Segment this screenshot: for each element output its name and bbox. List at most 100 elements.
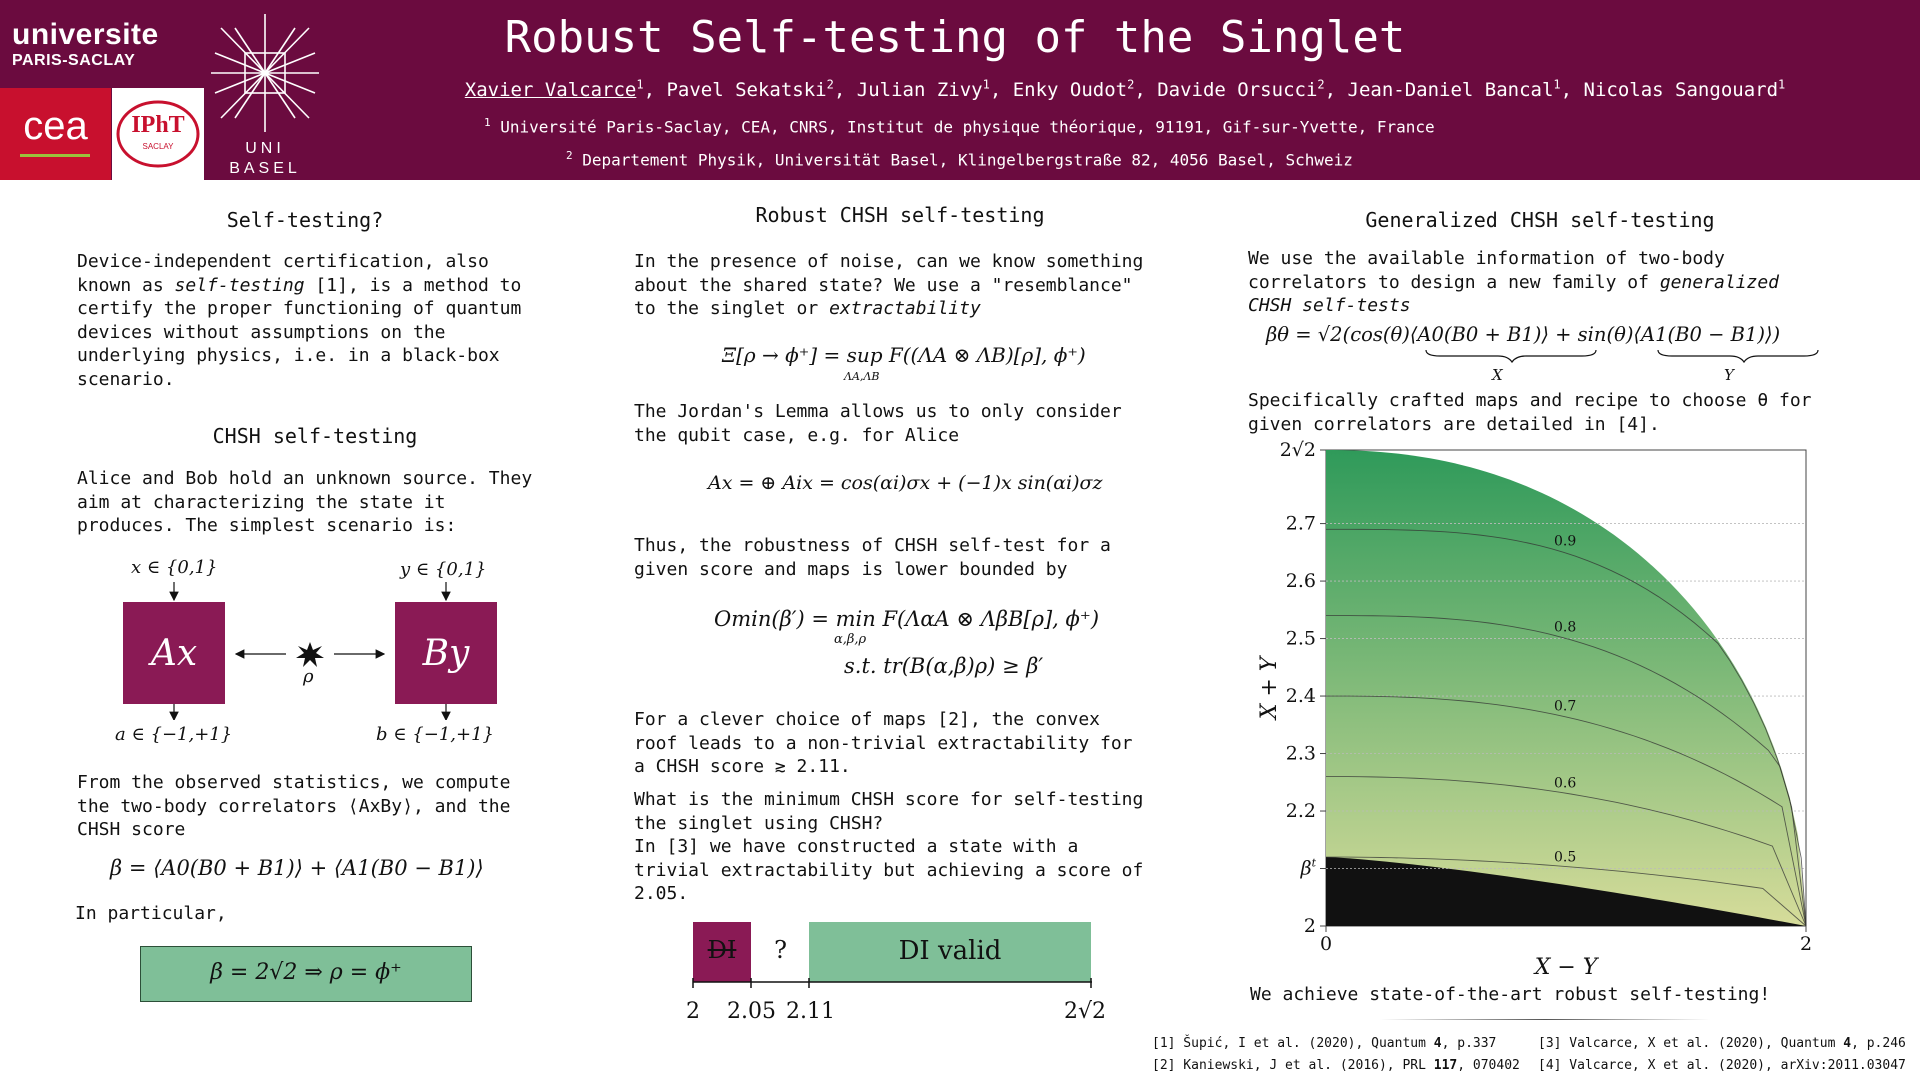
contour-line [1325,776,1807,927]
feasible-region [1326,450,1806,926]
author-affiliation-sup: 2 [1127,78,1135,92]
paragraph-minimum-score: What is the minimum CHSH score for self-… [634,788,1194,906]
reference-text: , p.246 [1851,1036,1906,1051]
reference-text: [2] Kaniewski, J et al. (2016), PRL [1152,1058,1434,1073]
diagram-arrows [169,582,451,720]
bar-segment-di-valid-label: DI valid [898,936,1002,966]
affiliation-1: 1 Université Paris-Saclay, CEA, CNRS, In… [484,116,1435,136]
text-line: In the presence of noise, can we know so… [634,251,1144,272]
equation-omin: Omin(β′) = min F(ΛαA ⊗ ΛβB[ρ], ϕ⁺) [714,607,1100,631]
emphasis: CHSH self-tests [1248,295,1411,316]
ipht-logo-oval [116,100,200,168]
equation-constraint: s.t. tr(B(α,β)ρ) ≥ β′ [844,654,1044,678]
universite-paris-saclay-logo: universite PARIS-SACLAY [12,20,159,70]
cea-logo: cea [0,88,111,180]
author-name: Julian Zivy [856,79,983,102]
text-line: scenario. [77,368,175,390]
output-b-label: b ∈ {−1,+1} [376,724,494,745]
reference-volume: 117 [1433,1058,1458,1073]
reference-volume: 4 [1433,1036,1442,1051]
input-y-label: y ∈ {0,1} [400,559,487,580]
y-tick-label: 2.3 [1286,743,1316,765]
text-line: What is the minimum CHSH score for self-… [634,789,1144,810]
basel-logo-line1: UNI [245,140,285,157]
heading-generalized-chsh: Generalized CHSH self-testing [1365,208,1715,232]
text-line: Specifically crafted maps and recipe to … [1248,390,1812,411]
y-tick-label: 2.4 [1286,685,1316,707]
text-line: certify the proper functioning of quantu… [77,298,522,319]
logo-area: universite PARIS-SACLAY cea IPhT SACLAY [0,0,330,180]
equation-chsh-score: β = ⟨A0(B0 + B1)⟩ + ⟨A1(B0 − B1)⟩ [110,856,484,880]
text-line: given correlators are detailed in [4]. [1248,413,1660,435]
extractability-contour-chart: 0.9 0.8 0.7 0.6 0.5 2 βt 2.2 2.3 2.4 2.5 2.6 2.7 2√2 0… [1257,439,1812,980]
ipht-logo-text: IPhT [131,112,185,138]
header-banner: universite PARIS-SACLAY cea IPhT SACLAY [0,0,1920,180]
equation-extractability-sub: ΛA,ΛB [844,370,880,383]
text-line: correlators to design a new family of ge… [1248,271,1780,293]
equation-jordan: Ax = ⊕ Aix = cos(αi)σx + (−1)x sin(αi)σz [708,472,1103,494]
cea-logo-text: cea [23,104,88,148]
bar-tick-label: 2.11 [786,999,835,1024]
paragraph-crafted-maps: Specifically crafted maps and recipe to … [1248,389,1888,436]
author-affiliation-sup: 1 [636,78,644,92]
text-line: Device-independent certification, also [77,251,489,272]
text-line: 2.05. [634,883,689,904]
text-line: We use the available information of two-… [1248,248,1725,269]
reference-2: [2] Kaniewski, J et al. (2016), PRL 117,… [1152,1058,1520,1073]
cea-logo-underline [20,154,90,157]
author-affiliation-sup: 2 [1317,78,1325,92]
equation-underbraces [1425,349,1819,364]
heading-robust-chsh: Robust CHSH self-testing [755,203,1045,227]
alice-box-label: Ax [150,632,198,674]
author-affiliation-sup: 1 [1778,78,1786,92]
paragraph-chsh: Alice and Bob hold an unknown source. Th… [77,467,577,538]
contour-label: 0.5 [1554,850,1576,866]
input-x-label: x ∈ {0,1} [131,557,218,578]
bob-box: By [395,602,497,704]
x-tick-label: 2 [1800,933,1812,955]
contour-line [1325,856,1807,927]
text-line: From the observed statistics, we compute [77,772,511,793]
equation-omin-sub: α,β,ρ [834,632,867,647]
y-tick-label: 2√2 [1280,439,1316,461]
text-line: about the shared state? We use a "resemb… [634,274,1133,296]
text-line: aim at characterizing the state it [77,491,446,513]
y-tick-label: 2.7 [1286,513,1316,535]
paragraph-generalized: We use the available information of two-… [1248,247,1868,318]
text-line: produces. The simplest scenario is: [77,515,457,536]
paragraph-robustness: Thus, the robustness of CHSH self-test f… [634,534,1194,581]
logo-ups-line2: PARIS-SACLAY [12,52,136,69]
paragraph-jordan: The Jordan's Lemma allows us to only con… [634,400,1194,447]
paragraph-self-testing: Device-independent certification, also k… [77,250,567,391]
text-line: The Jordan's Lemma allows us to only con… [634,401,1122,422]
ipht-logo-subtext: SACLAY [142,142,174,151]
bar-segment-not-di: DI [693,922,751,982]
text-line: a CHSH score ≳ 2.11. [634,756,851,777]
reference-text: [1] Šupić, I et al. (2020), Quantum [1152,1036,1434,1051]
bar-tick-label: 2√2 [1064,999,1107,1024]
text-line: In [3] we have constructed a state with … [634,836,1079,857]
reference-text: , p.337 [1441,1036,1497,1051]
contour-line [1325,528,1807,927]
affiliation-2: 2 Departement Physik, Universität Basel,… [566,149,1353,169]
heading-self-testing: Self-testing? [226,208,384,232]
contour-label: 0.7 [1554,698,1576,714]
brace-label-x: X [1492,366,1503,384]
y-tick-label: 2.5 [1286,628,1316,650]
text-line: trivial extractability but achieving a s… [634,859,1144,881]
text-line: given score and maps is lower bounded by [634,558,1068,580]
contour-line [1325,615,1807,927]
author-name: Davide Orsucci [1157,79,1318,102]
contour-label: 0.8 [1554,619,1576,635]
bar-tick-label: 2.05 [727,999,776,1024]
reference-text: [4] Valcarce, X et al. (2020), arXiv:201… [1538,1058,1906,1073]
reference-text: , 070402 [1457,1058,1520,1073]
text-line: devices without assumptions on the [77,321,446,343]
emphasis: generalized [1659,271,1780,293]
affiliation-2-sup: 2 [566,149,573,162]
reference-4: [4] Valcarce, X et al. (2020), arXiv:201… [1538,1058,1906,1073]
uni-basel-logo: UNI BASEL [205,8,325,180]
source-star-icon [296,642,324,667]
emphasis: self-testing [174,274,305,296]
text-line: Alice and Bob hold an unknown source. Th… [77,468,533,489]
